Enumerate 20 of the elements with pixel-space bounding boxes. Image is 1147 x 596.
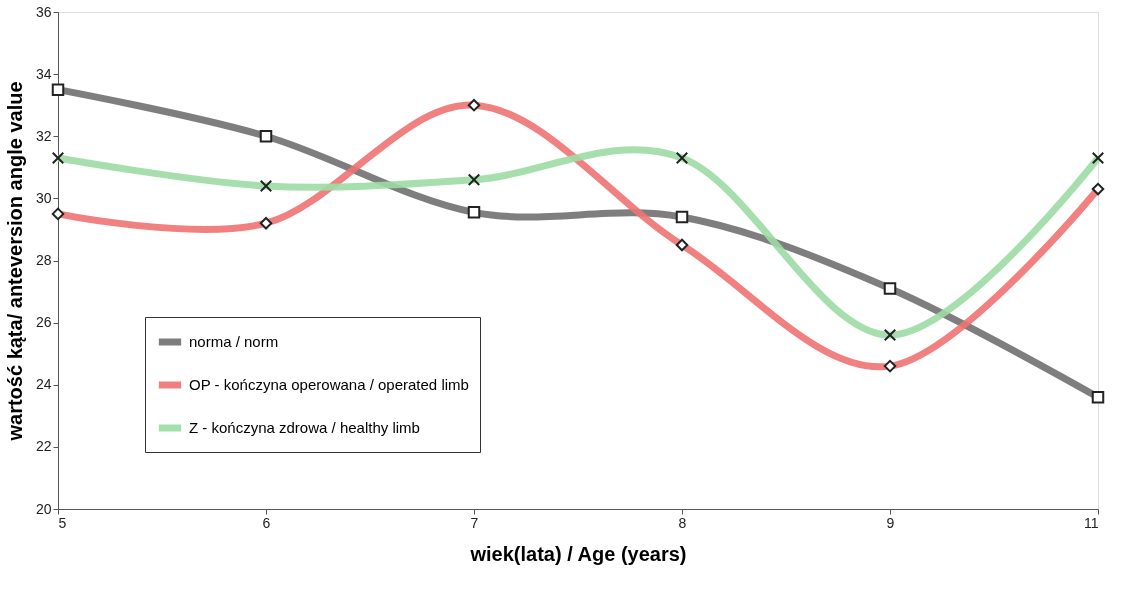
x-axis-title: wiek(lata) / Age (years) — [469, 542, 687, 565]
x-tick-label: 5 — [58, 514, 67, 531]
x-tick-label: 8 — [678, 514, 687, 531]
y-tick-label: 30 — [35, 189, 52, 206]
y-tick-label: 28 — [35, 252, 52, 268]
y-tick-label: 26 — [35, 314, 52, 331]
legend-label: norma / norm — [189, 333, 279, 350]
y-tick-label: 34 — [35, 65, 52, 82]
y-tick-label: 32 — [35, 127, 52, 144]
legend-label: OP - kończyna operowana / operated limb — [189, 376, 469, 393]
x-tick-label: 7 — [470, 514, 479, 531]
y-tick-label: 24 — [35, 376, 52, 393]
x-tick-label: 11 — [1083, 514, 1099, 531]
x-tick-label: 9 — [886, 514, 895, 531]
y-tick-label: 36 — [35, 3, 52, 20]
y-tick-label: 22 — [35, 438, 52, 455]
legend-label: Z - kończyna zdrowa / healthy limb — [189, 419, 420, 436]
x-tick-label: 6 — [262, 514, 271, 531]
y-axis-title: wartość kąta/ anteversion angle value — [3, 81, 26, 442]
y-tick-label: 20 — [35, 500, 52, 517]
